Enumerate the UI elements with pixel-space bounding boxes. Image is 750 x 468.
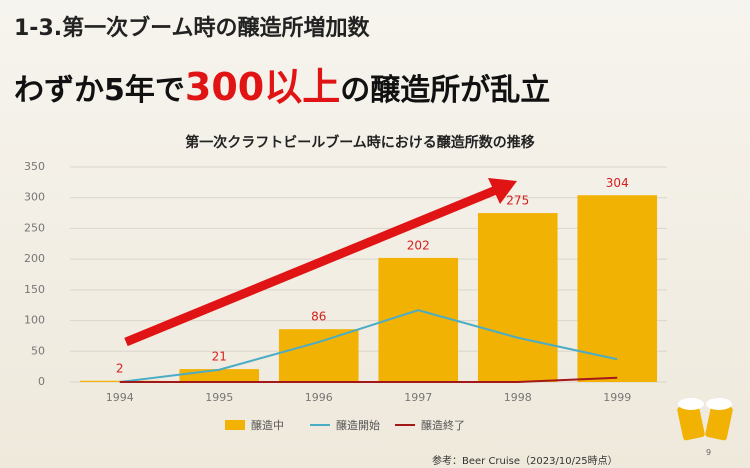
arrow-head (488, 178, 517, 204)
y-tick-label: 50 (31, 344, 45, 357)
bar (577, 195, 658, 382)
line (119, 376, 618, 383)
legend-item: 醸造終了 (395, 418, 465, 432)
foam (678, 398, 704, 410)
bar (278, 329, 359, 382)
y-tick-label: 100 (24, 314, 45, 327)
glass (705, 403, 733, 441)
y-tick-label: 200 (24, 252, 45, 265)
legend-item: 醸造中 (225, 418, 284, 432)
headline-text: わずか5年で (14, 73, 185, 108)
data-label: 202 (407, 238, 430, 252)
legend-label: 醸造開始 (336, 418, 380, 432)
legend-label: 醸造中 (251, 418, 284, 432)
page-number: 9 (706, 448, 712, 457)
headline: わずか5年で300以上の醸造所が乱立 (14, 56, 550, 111)
legend-label: 醸造終了 (421, 418, 465, 432)
arrow-shaft (124, 185, 498, 347)
y-tick-label: 0 (38, 375, 45, 388)
x-tick-label: 1999 (603, 391, 631, 404)
x-tick-label: 1995 (205, 391, 233, 404)
y-tick-label: 300 (24, 191, 45, 204)
bar (378, 257, 459, 382)
headline-text: の醸造所が乱立 (340, 73, 551, 108)
line (119, 309, 618, 383)
data-label: 2 (116, 361, 124, 375)
legend-item: 醸造開始 (310, 418, 380, 432)
source: 参考：Beer Cruise（2023/10/25時点） (432, 456, 618, 467)
x-tick-label: 1998 (504, 391, 532, 404)
x-tick-label: 1994 (106, 391, 134, 404)
chart-title: 第一次クラフトビールブーム時における醸造所数の推移 (185, 134, 535, 151)
x-tick-label: 1996 (305, 391, 333, 404)
data-label: 275 (506, 194, 529, 208)
bar (477, 213, 558, 382)
y-tick-label: 350 (24, 160, 45, 173)
trend-arrow (124, 178, 517, 347)
heading: 1-3.第一次ブーム時の醸造所増加数 (14, 16, 370, 41)
headline-emphasis: 300以上 (184, 65, 341, 109)
data-label: 86 (311, 310, 326, 324)
foam (706, 398, 732, 410)
data-label: 21 (212, 350, 227, 364)
y-tick-label: 250 (24, 221, 45, 234)
bar (179, 369, 260, 382)
plot: 0 50 100 150 200 250 300 350 1994 1995 1996 1997 199… (24, 160, 667, 404)
x-tick-label: 1997 (404, 391, 432, 404)
legend-swatch (225, 420, 245, 430)
data-label: 304 (606, 176, 629, 190)
glass (677, 403, 705, 441)
beer-icon (677, 398, 733, 441)
y-tick-label: 150 (24, 283, 45, 296)
